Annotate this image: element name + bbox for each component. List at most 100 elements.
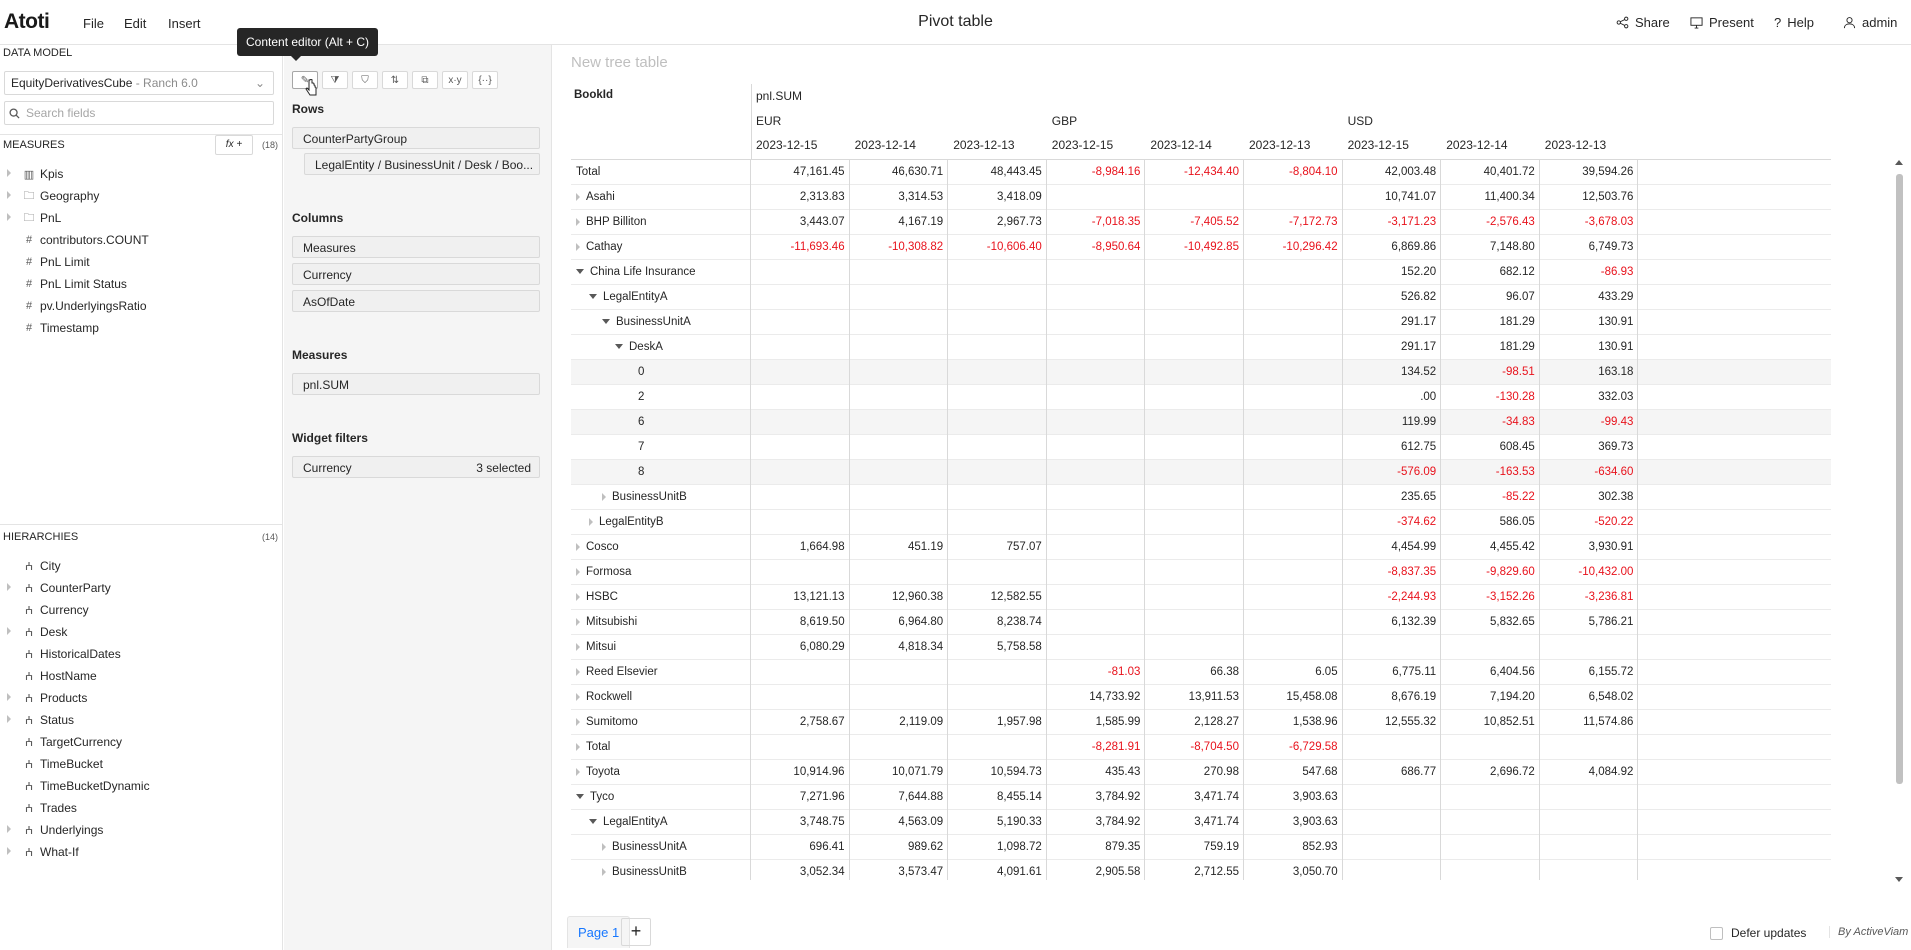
table-cell[interactable] [1047,335,1146,360]
table-cell[interactable]: 608.45 [1441,435,1540,460]
table-cell[interactable]: 270.98 [1145,760,1244,785]
table-cell[interactable] [948,260,1047,285]
table-cell[interactable]: 3,930.91 [1540,535,1639,560]
table-cell[interactable]: -3,171.23 [1343,210,1442,235]
measure-item[interactable]: # pv.UnderlyingsRatio [0,295,282,317]
hierarchy-item[interactable]: ⵄ HostName [0,665,282,687]
row-label[interactable]: Cosco [571,535,751,560]
table-cell[interactable] [751,660,850,685]
table-cell[interactable]: 2,758.67 [751,710,850,735]
defer-updates[interactable]: Defer updates [1710,926,1806,940]
table-cell[interactable] [1145,285,1244,310]
table-cell[interactable]: 181.29 [1441,310,1540,335]
table-cell[interactable]: -11,693.46 [751,235,850,260]
table-cell[interactable]: 451.19 [850,535,949,560]
table-cell[interactable]: 5,758.58 [948,635,1047,660]
hierarchy-item[interactable]: ⵄ TimeBucketDynamic [0,775,282,797]
hierarchy-item[interactable]: ⵄ Desk [0,621,282,643]
table-cell[interactable]: 3,784.92 [1047,785,1146,810]
table-cell[interactable] [1047,385,1146,410]
row-label[interactable]: Rockwell [571,685,751,710]
table-cell[interactable] [1145,435,1244,460]
table-cell[interactable]: 6,132.39 [1343,610,1442,635]
table-cell[interactable] [1343,860,1442,880]
table-cell[interactable] [1145,460,1244,485]
measure-item[interactable]: ▥ Kpis [0,163,282,185]
table-cell[interactable] [948,335,1047,360]
caret-down-icon[interactable] [589,819,597,825]
table-cell[interactable] [850,435,949,460]
hierarchy-item[interactable]: ⵄ Status [0,709,282,731]
table-cell[interactable] [751,735,850,760]
table-cell[interactable]: 10,914.96 [751,760,850,785]
row-label[interactable]: BusinessUnitB [571,860,751,880]
table-cell[interactable]: -8,804.10 [1244,160,1343,185]
table-cell[interactable] [751,260,850,285]
hierarchy-item[interactable]: ⵄ Currency [0,599,282,621]
table-cell[interactable]: 3,471.74 [1145,810,1244,835]
table-cell[interactable] [1441,635,1540,660]
table-cell[interactable]: -10,606.40 [948,235,1047,260]
table-cell[interactable]: 4,454.99 [1343,535,1442,560]
table-cell[interactable] [1343,810,1442,835]
filter-chip[interactable]: Currency 3 selected [292,456,540,478]
table-cell[interactable] [751,410,850,435]
table-cell[interactable] [850,385,949,410]
table-cell[interactable]: 1,538.96 [1244,710,1343,735]
table-cell[interactable]: 7,148.80 [1441,235,1540,260]
table-cell[interactable] [948,360,1047,385]
table-cell[interactable]: 130.91 [1540,310,1639,335]
table-cell[interactable]: 5,832.65 [1441,610,1540,635]
expand-caret-icon[interactable] [7,715,11,723]
table-cell[interactable]: 3,903.63 [1244,810,1343,835]
table-cell[interactable] [850,335,949,360]
table-cell[interactable]: 4,091.61 [948,860,1047,880]
add-calculated-measure-button[interactable]: fx + [215,135,253,155]
table-cell[interactable] [1047,360,1146,385]
row-chip[interactable]: CounterPartyGroup [292,127,540,149]
row-label[interactable]: 0 [571,360,751,385]
table-cell[interactable]: 5,786.21 [1540,610,1639,635]
table-cell[interactable]: 8,619.50 [751,610,850,635]
table-cell[interactable]: 3,443.07 [751,210,850,235]
table-cell[interactable] [1441,860,1540,880]
table-cell[interactable]: 5,190.33 [948,810,1047,835]
table-cell[interactable] [1145,385,1244,410]
table-cell[interactable]: 2,696.72 [1441,760,1540,785]
table-cell[interactable] [1244,535,1343,560]
table-cell[interactable]: -8,984.16 [1047,160,1146,185]
table-cell[interactable] [1343,635,1442,660]
table-cell[interactable]: -8,281.91 [1047,735,1146,760]
table-cell[interactable]: -99.43 [1540,410,1639,435]
table-cell[interactable] [1540,810,1639,835]
caret-down-icon[interactable] [615,344,623,350]
table-cell[interactable] [1244,510,1343,535]
table-cell[interactable] [1540,735,1639,760]
table-cell[interactable]: 46,630.71 [850,160,949,185]
table-cell[interactable] [850,460,949,485]
table-cell[interactable] [948,510,1047,535]
table-cell[interactable]: 3,784.92 [1047,810,1146,835]
table-cell[interactable]: 3,052.34 [751,860,850,880]
table-cell[interactable]: 291.17 [1343,335,1442,360]
table-cell[interactable] [751,685,850,710]
table-cell[interactable]: -520.22 [1540,510,1639,535]
row-label[interactable]: 2 [571,385,751,410]
caret-right-icon[interactable] [576,642,580,651]
table-cell[interactable] [751,285,850,310]
column-chip[interactable]: AsOfDate [292,290,540,312]
caret-right-icon[interactable] [576,217,580,226]
row-label[interactable]: 8 [571,460,751,485]
row-label[interactable]: Mitsui [571,635,751,660]
table-cell[interactable]: 3,314.53 [850,185,949,210]
table-cell[interactable]: 130.91 [1540,335,1639,360]
table-cell[interactable]: 7,271.96 [751,785,850,810]
table-cell[interactable] [1047,485,1146,510]
expand-caret-icon[interactable] [7,693,11,701]
table-cell[interactable]: 4,084.92 [1540,760,1639,785]
table-cell[interactable] [948,435,1047,460]
hierarchy-item[interactable]: ⵄ TargetCurrency [0,731,282,753]
caret-right-icon[interactable] [576,767,580,776]
table-cell[interactable]: 42,003.48 [1343,160,1442,185]
table-cell[interactable]: 1,957.98 [948,710,1047,735]
